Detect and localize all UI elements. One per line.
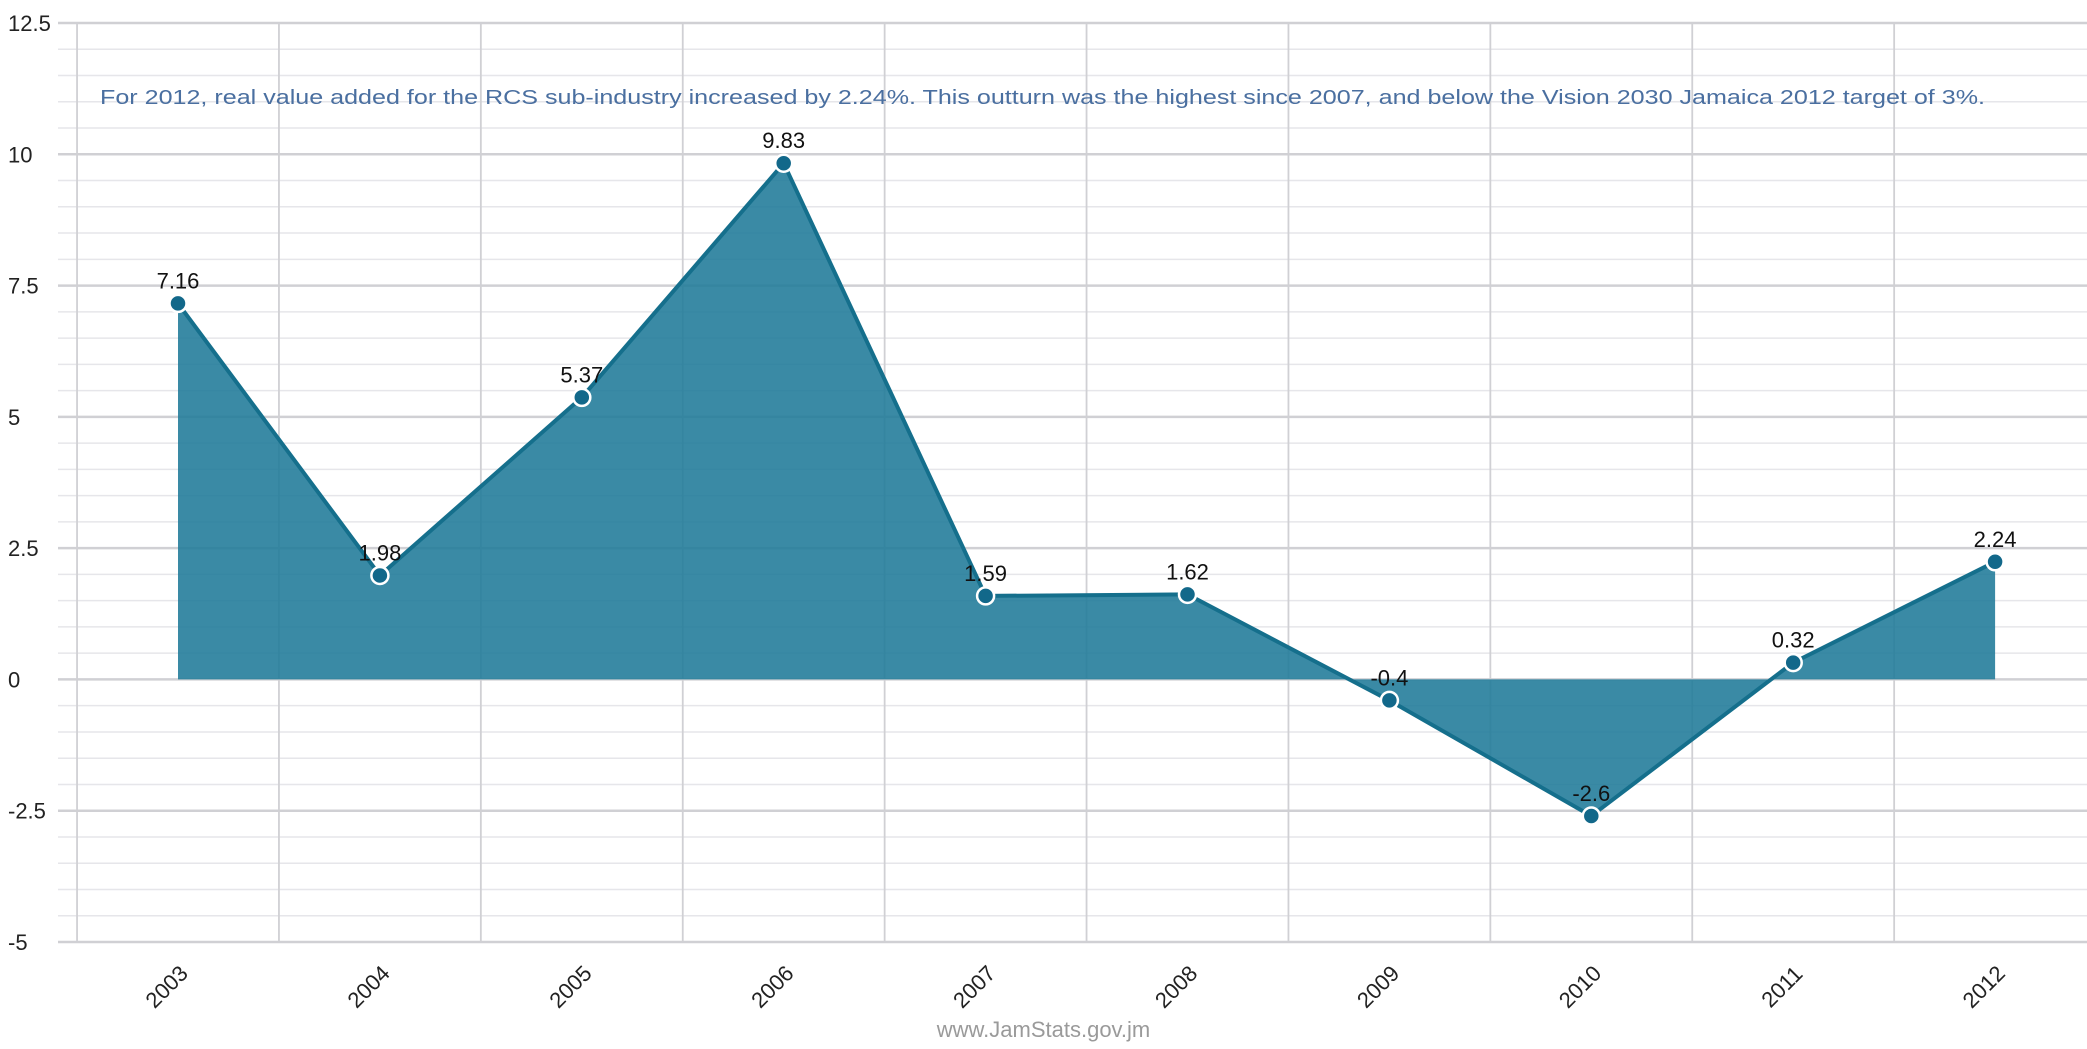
data-point — [975, 586, 996, 606]
x-tick-label: 2007 — [948, 961, 1000, 1013]
data-labels: 7.16 1.98 5.37 9.83 1.59 1.62 -0.4 -2.6 0.32 2.24 — [157, 128, 2017, 806]
x-tick-label: 2006 — [746, 961, 798, 1013]
x-tick-label: 2009 — [1352, 961, 1404, 1013]
data-label: 9.83 — [762, 128, 805, 153]
data-label: -0.4 — [1370, 665, 1408, 690]
area-fill — [178, 163, 1996, 816]
area-series — [176, 161, 1996, 818]
data-point — [773, 153, 794, 173]
x-tick-label: 2008 — [1150, 961, 1202, 1013]
y-tick-label: 10 — [8, 142, 32, 167]
data-label: 7.16 — [157, 268, 200, 293]
data-point — [370, 565, 390, 586]
x-tick-label: 2012 — [1958, 961, 2010, 1013]
data-label: 1.98 — [358, 540, 401, 565]
y-tick-label: -5 — [8, 930, 28, 955]
data-label: -2.6 — [1572, 781, 1610, 806]
y-tick-label: -2.5 — [8, 799, 46, 824]
data-point — [1379, 690, 1400, 711]
x-tick-label: 2010 — [1554, 961, 1606, 1013]
grid — [58, 21, 2087, 944]
data-label: 0.32 — [1772, 628, 1815, 653]
data-point — [1581, 806, 1602, 826]
data-point — [572, 387, 592, 408]
data-label: 1.62 — [1166, 559, 1209, 584]
x-tick-label: 2004 — [342, 961, 394, 1013]
series-line — [176, 161, 1996, 818]
data-label: 5.37 — [560, 362, 603, 387]
data-point — [1783, 652, 1803, 673]
footer-credit: www.JamStats.gov.jm — [936, 1017, 1151, 1042]
data-point — [1985, 552, 2005, 572]
y-tick-label: 12.5 — [8, 11, 51, 36]
y-tick-label: 7.5 — [8, 274, 39, 299]
data-point — [168, 293, 188, 314]
chart-annotation: For 2012, real value added for the RCS s… — [100, 87, 1985, 109]
y-tick-label: 2.5 — [8, 536, 39, 561]
x-tick-label: 2005 — [544, 961, 596, 1013]
y-tick-label: 5 — [8, 405, 20, 430]
x-tick-label: 2011 — [1756, 961, 1807, 1012]
data-label: 2.24 — [1974, 527, 2017, 552]
data-markers — [168, 153, 2005, 826]
x-tick-label: 2003 — [141, 961, 193, 1013]
data-label: 1.59 — [964, 561, 1007, 586]
data-point — [1177, 584, 1198, 605]
y-tick-label: 0 — [8, 667, 20, 692]
